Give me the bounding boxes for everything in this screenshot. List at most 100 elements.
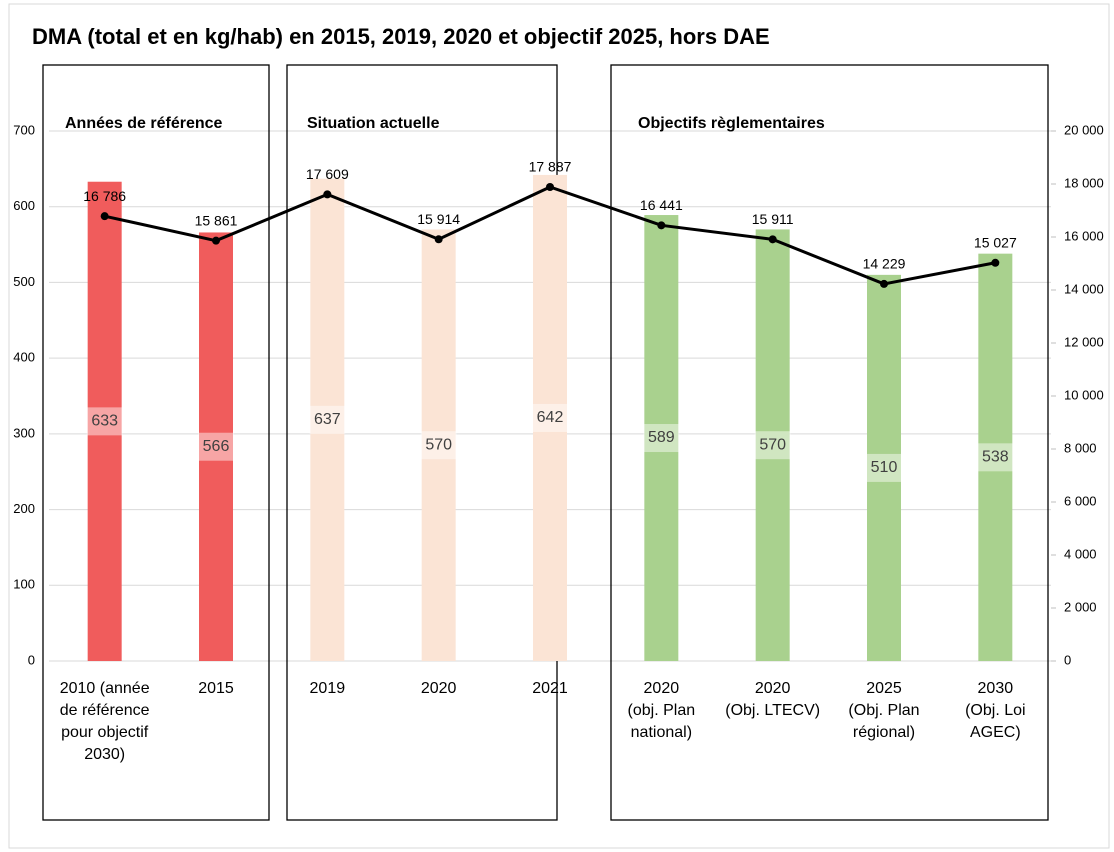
y-tick-label: 300 (13, 425, 35, 440)
y-tick-label: 400 (13, 350, 35, 365)
bar-label: 642 (537, 409, 564, 426)
y2-tick-label: 18 000 (1064, 175, 1104, 190)
y-tick-label: 500 (13, 274, 35, 289)
x-tick-line: pour objectif (61, 724, 149, 741)
line-label: 14 229 (863, 256, 906, 272)
y-tick-label: 200 (13, 501, 35, 516)
y2-tick-label: 16 000 (1064, 228, 1104, 243)
line-point (991, 258, 1000, 267)
y-tick-label: 0 (28, 652, 35, 667)
line-point (546, 182, 554, 191)
x-tick-label: 2021 (532, 680, 568, 697)
x-tick-label: 2025 (Obj. Plan régional) (848, 680, 919, 741)
line-point (657, 221, 666, 230)
x-tick-line: 2030 (978, 680, 1014, 697)
panel-box (610, 64, 1049, 821)
bar (87, 181, 122, 661)
y2-tick-label: 14 000 (1064, 281, 1104, 296)
bar-label-bg (420, 431, 457, 460)
y2-tick-label: 12 000 (1064, 334, 1104, 349)
x-tick-line: AGEC) (970, 724, 1021, 741)
bar (644, 215, 679, 662)
bar (421, 229, 456, 661)
x-tick-label: 2020 (obj. Plan national) (628, 680, 696, 741)
bar-label: 633 (91, 413, 118, 430)
bar-label: 566 (203, 438, 230, 455)
x-tick-label: 2015 (198, 680, 234, 697)
x-tick-line: 2021 (532, 680, 568, 697)
x-tick-label: 2020 (Obj. LTECV) (725, 680, 820, 719)
bar-label-bg (866, 453, 902, 482)
line-point (880, 279, 888, 288)
y-tick-label: 100 (13, 577, 35, 592)
bar-label-bg (309, 405, 346, 434)
bar-label: 510 (871, 459, 898, 476)
x-tick-line: 2019 (310, 680, 346, 697)
x-tick-line: 2025 (866, 680, 902, 697)
y2-tick-label: 8 000 (1064, 440, 1097, 455)
line-label: 17 609 (306, 166, 349, 182)
panel-title: Situation actuelle (307, 115, 440, 132)
line-point (100, 212, 109, 221)
line-point (434, 235, 443, 244)
x-tick-line: national) (631, 724, 692, 741)
bar-label: 589 (648, 429, 675, 446)
bar-label-bg (86, 407, 123, 436)
line-label: 15 914 (417, 211, 460, 227)
x-tick-line: (Obj. LTECV) (725, 702, 820, 719)
line-label: 15 027 (974, 234, 1017, 250)
x-tick-line: 2020 (644, 680, 680, 697)
panel-title: Années de référence (65, 115, 223, 132)
x-tick-line: 2020 (755, 680, 791, 697)
x-tick-label: 2010 (année de référence pour objectif 2030… (60, 680, 150, 763)
chart-title: DMA (total et en kg/hab) en 2015, 2019, … (32, 24, 770, 49)
bar (310, 178, 345, 661)
x-tick-label: 2020 (421, 680, 457, 697)
bar-label-bg (198, 432, 234, 461)
x-tick-line: 2020 (421, 680, 457, 697)
x-tick-line: 2010 (année (60, 680, 150, 697)
bar (533, 174, 567, 661)
y2-tick-label: 0 (1064, 652, 1071, 667)
y-tick-label: 700 (13, 122, 35, 137)
x-tick-line: de référence (60, 702, 150, 719)
bar-label-bg (532, 403, 568, 432)
bar (755, 229, 790, 661)
line-label: 16 786 (83, 188, 126, 204)
bar (199, 232, 233, 661)
line-label: 17 887 (529, 159, 572, 175)
bar (867, 274, 901, 661)
y2-tick-label: 6 000 (1064, 493, 1097, 508)
x-tick-line: (obj. Plan (628, 702, 696, 719)
x-tick-line: (Obj. Plan (848, 702, 919, 719)
panels: Années de référence Situation actuelle O… (42, 64, 1049, 821)
y2-tick-label: 2 000 (1064, 599, 1097, 614)
line-point (768, 235, 777, 244)
x-tick-line: (Obj. Loi (965, 702, 1025, 719)
line-point (323, 190, 332, 199)
x-tick-label: 2030 (Obj. Loi AGEC) (965, 680, 1025, 741)
x-tick-line: 2015 (198, 680, 234, 697)
line-point (212, 236, 220, 245)
x-tick-label: 2019 (310, 680, 346, 697)
panel-title: Objectifs règlementaires (638, 115, 825, 132)
bar-label: 538 (982, 449, 1009, 466)
bar-label: 570 (759, 436, 786, 453)
y2-tick-label: 10 000 (1064, 387, 1104, 402)
x-tick-line: régional) (853, 724, 915, 741)
line-label: 15 911 (752, 211, 794, 227)
bar-label-bg (643, 424, 680, 453)
y2-tick-label: 4 000 (1064, 546, 1097, 561)
bar-label-bg (977, 443, 1014, 472)
x-tick-line: 2030) (84, 746, 125, 763)
bar-label: 637 (314, 411, 341, 428)
line-label: 16 441 (640, 197, 683, 213)
bar (978, 253, 1013, 661)
bar-label: 570 (425, 436, 452, 453)
line-label: 15 861 (195, 212, 238, 228)
panel-box (42, 64, 270, 821)
bar-label-bg (754, 431, 791, 460)
y-tick-label: 600 (13, 198, 35, 213)
y2-tick-label: 20 000 (1064, 122, 1104, 137)
